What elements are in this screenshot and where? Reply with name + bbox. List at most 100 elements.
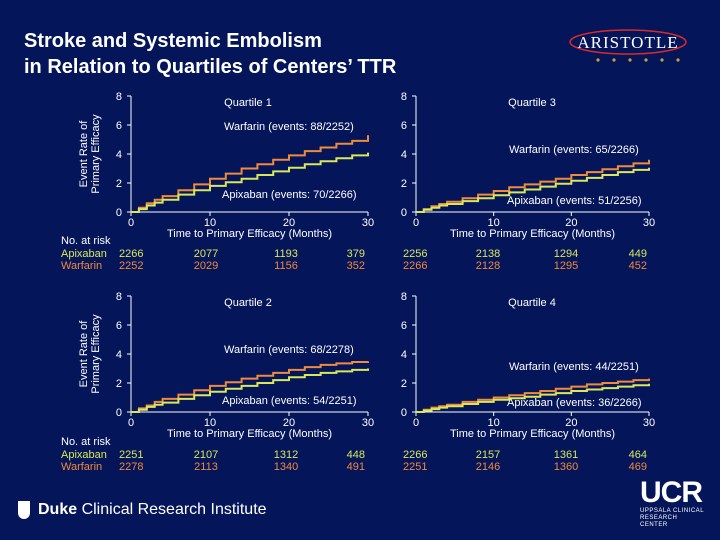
y-tick-label: 0	[116, 407, 122, 419]
apixaban-annotation: Apixaban (events: 51/2256)	[507, 195, 642, 207]
at-risk-value: 449	[629, 248, 647, 260]
x-tick-label: 20	[565, 217, 577, 229]
y-tick-label: 4	[401, 149, 407, 161]
apixaban-curve	[416, 383, 650, 413]
x-tick-label: 10	[204, 217, 216, 229]
warfarin-annotation: Warfarin (events: 44/2251)	[509, 361, 639, 373]
title-line-1: Stroke and Systemic Embolism	[24, 30, 322, 52]
title-line-2: in Relation to Quartiles of Centers’ TTR	[24, 56, 397, 78]
panel-title: Quartile 4	[508, 297, 556, 309]
at-risk-value: 452	[629, 260, 647, 272]
x-tick-label: 20	[565, 417, 577, 429]
y-tick-label: 6	[401, 320, 407, 332]
at-risk-value: 379	[347, 248, 365, 260]
at-risk-value: 1193	[274, 248, 298, 260]
at-risk-value: 469	[629, 461, 647, 473]
at-risk-value: 1340	[274, 461, 298, 473]
y-tick-label: 0	[116, 207, 122, 219]
warfarin-annotation: Warfarin (events: 65/2266)	[509, 144, 639, 156]
y-tick-label: 8	[401, 91, 407, 103]
at-risk-value: 2266	[403, 260, 427, 272]
x-tick-label: 20	[283, 417, 295, 429]
x-tick-label: 30	[362, 417, 374, 429]
at-risk-value: 2278	[119, 461, 143, 473]
at-risk-value: 491	[347, 461, 365, 473]
x-tick-label: 0	[413, 417, 419, 429]
at-risk-value: 448	[347, 449, 365, 461]
x-tick-label: 30	[362, 217, 374, 229]
y-tick-label: 4	[116, 149, 122, 161]
panel-title: Quartile 3	[508, 97, 556, 109]
apixaban-annotation: Apixaban (events: 70/2266)	[222, 189, 357, 201]
at-risk-value: 2138	[476, 248, 500, 260]
apixaban-annotation: Apixaban (events: 36/2266)	[507, 397, 642, 409]
warfarin-annotation: Warfarin (events: 68/2278)	[224, 344, 354, 356]
x-tick-label: 10	[488, 417, 500, 429]
at-risk-row-name: Apixaban	[61, 248, 107, 260]
apixaban-curve	[131, 152, 369, 213]
y-axis-title: Primary Efficacy	[90, 314, 102, 394]
duke-name-bold: Duke	[38, 501, 78, 518]
x-axis-title: Time to Primary Efficacy (Months)	[450, 428, 615, 440]
x-tick-label: 20	[283, 217, 295, 229]
at-risk-value: 1361	[554, 449, 578, 461]
x-tick-label: 10	[204, 417, 216, 429]
at-risk-value: 2113	[194, 461, 218, 473]
at-risk-value: 2146	[476, 461, 500, 473]
duke-name-rest: Clinical Research Institute	[77, 501, 267, 518]
at-risk-value: 2107	[194, 449, 218, 461]
y-tick-label: 2	[401, 378, 407, 390]
y-tick-label: 4	[401, 349, 407, 361]
at-risk-value: 1294	[554, 248, 578, 260]
aristotle-logo: ARISTOTLE	[569, 29, 687, 62]
at-risk-row-name: Warfarin	[61, 461, 102, 473]
at-risk-value: 1156	[274, 260, 298, 272]
warfarin-annotation: Warfarin (events: 88/2252)	[224, 121, 354, 133]
at-risk-row-name: Apixaban	[61, 449, 107, 461]
at-risk-value: 2029	[194, 260, 218, 272]
at-risk-value: 2077	[194, 248, 218, 260]
at-risk-value: 2251	[403, 461, 427, 473]
ucr-sub-2: RESEARCH CENTER	[640, 515, 678, 528]
y-tick-label: 6	[116, 320, 122, 332]
apixaban-curve	[416, 167, 650, 213]
at-risk-value: 1360	[554, 461, 578, 473]
ucr-logo: UCR UPPSALA CLINICAL RESEARCH CENTER	[640, 478, 706, 534]
x-tick-label: 0	[413, 217, 419, 229]
at-risk-value: 1295	[554, 260, 578, 272]
y-tick-label: 8	[116, 91, 122, 103]
apixaban-curve	[131, 368, 369, 413]
at-risk-value: 2251	[119, 449, 143, 461]
y-tick-label: 0	[401, 207, 407, 219]
panel-title: Quartile 2	[224, 297, 272, 309]
at-risk-value: 2128	[476, 260, 500, 272]
at-risk-value: 1312	[274, 449, 298, 461]
x-axis-title: Time to Primary Efficacy (Months)	[450, 228, 615, 240]
panel-title: Quartile 1	[224, 97, 272, 109]
y-axis-title: Event Rate of	[78, 320, 90, 388]
at-risk-row-name: Warfarin	[61, 260, 102, 272]
ucr-mark: UCR	[640, 476, 703, 509]
y-tick-label: 8	[401, 291, 407, 303]
y-tick-label: 6	[401, 120, 407, 132]
y-tick-label: 0	[401, 407, 407, 419]
at-risk-value: 2256	[403, 248, 427, 260]
duke-logo: Duke Clinical Research Institute	[18, 498, 267, 522]
y-tick-label: 8	[116, 291, 122, 303]
y-axis-title: Primary Efficacy	[90, 114, 102, 194]
duke-shield-icon	[18, 501, 30, 519]
y-tick-label: 2	[116, 178, 122, 190]
x-tick-label: 30	[643, 417, 655, 429]
warfarin-curve	[131, 361, 369, 413]
y-tick-label: 2	[116, 378, 122, 390]
warfarin-curve	[131, 135, 369, 213]
at-risk-value: 464	[629, 449, 647, 461]
at-risk-label: No. at risk	[61, 235, 111, 247]
at-risk-value: 2252	[119, 260, 143, 272]
slide-title: Stroke and Systemic Embolism in Relation…	[24, 28, 396, 80]
ucr-sub-1: UPPSALA CLINICAL	[640, 508, 705, 514]
x-axis-title: Time to Primary Efficacy (Months)	[167, 228, 332, 240]
at-risk-label: No. at risk	[61, 436, 111, 448]
y-tick-label: 6	[116, 120, 122, 132]
